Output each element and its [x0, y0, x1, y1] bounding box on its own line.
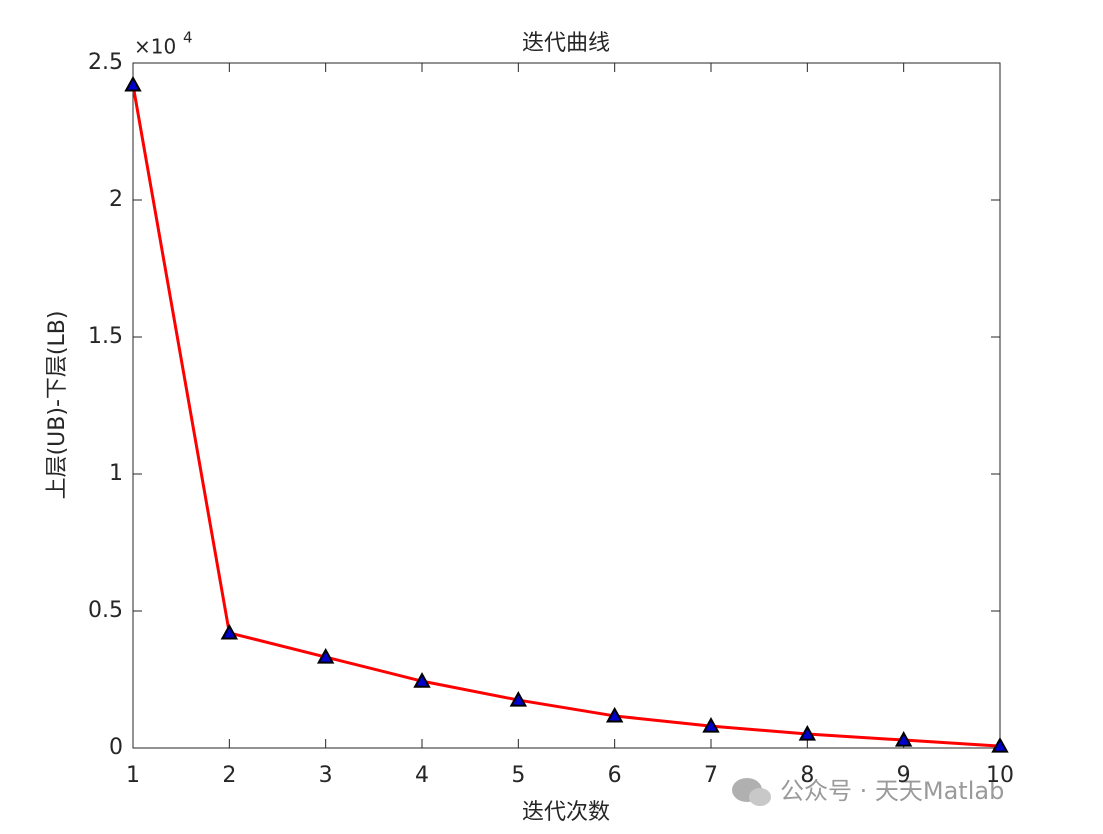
- x-tick-label: 1: [126, 763, 140, 788]
- marker: [991, 737, 1009, 753]
- data-line: [131, 84, 1001, 748]
- x-tick-label: 4: [415, 763, 429, 788]
- marker: [798, 724, 817, 741]
- marker: [605, 706, 624, 723]
- watermark: 公众号 · 天天Matlab: [780, 777, 1004, 805]
- y-tick-label: 0.5: [88, 598, 123, 623]
- x-tick-label: 8: [800, 763, 814, 788]
- x-tick-label: 10: [986, 763, 1014, 788]
- x-tick-label: 5: [511, 763, 525, 788]
- marker: [413, 672, 431, 688]
- watermark-icon: [732, 778, 771, 806]
- x-tick-label: 3: [319, 763, 333, 788]
- y-tick-label: 2: [109, 187, 123, 212]
- plot-box: [132, 62, 1001, 749]
- x-tick-label: 9: [897, 763, 911, 788]
- x-tick-label: 6: [608, 763, 622, 788]
- y-tick-label: 1: [109, 461, 123, 486]
- y-tick-label: 2.5: [88, 50, 123, 75]
- marker: [124, 75, 142, 92]
- x-axis-label: 迭代次数: [522, 800, 610, 825]
- marker: [220, 623, 239, 640]
- y-axis-label: 上层(UB)-下层(LB): [45, 311, 70, 500]
- marker: [894, 730, 913, 747]
- chart-title: 迭代曲线: [522, 31, 610, 56]
- x-tick-label: 7: [704, 763, 718, 788]
- y-tick-label: 1.5: [88, 324, 123, 349]
- y-tick-label: 0: [109, 735, 123, 760]
- y-scale-base: ×10: [134, 35, 176, 59]
- x-tick-label: 2: [222, 763, 236, 788]
- marker: [702, 717, 720, 733]
- marker: [509, 690, 528, 707]
- y-scale-power: 4: [183, 29, 193, 47]
- marker: [316, 647, 335, 664]
